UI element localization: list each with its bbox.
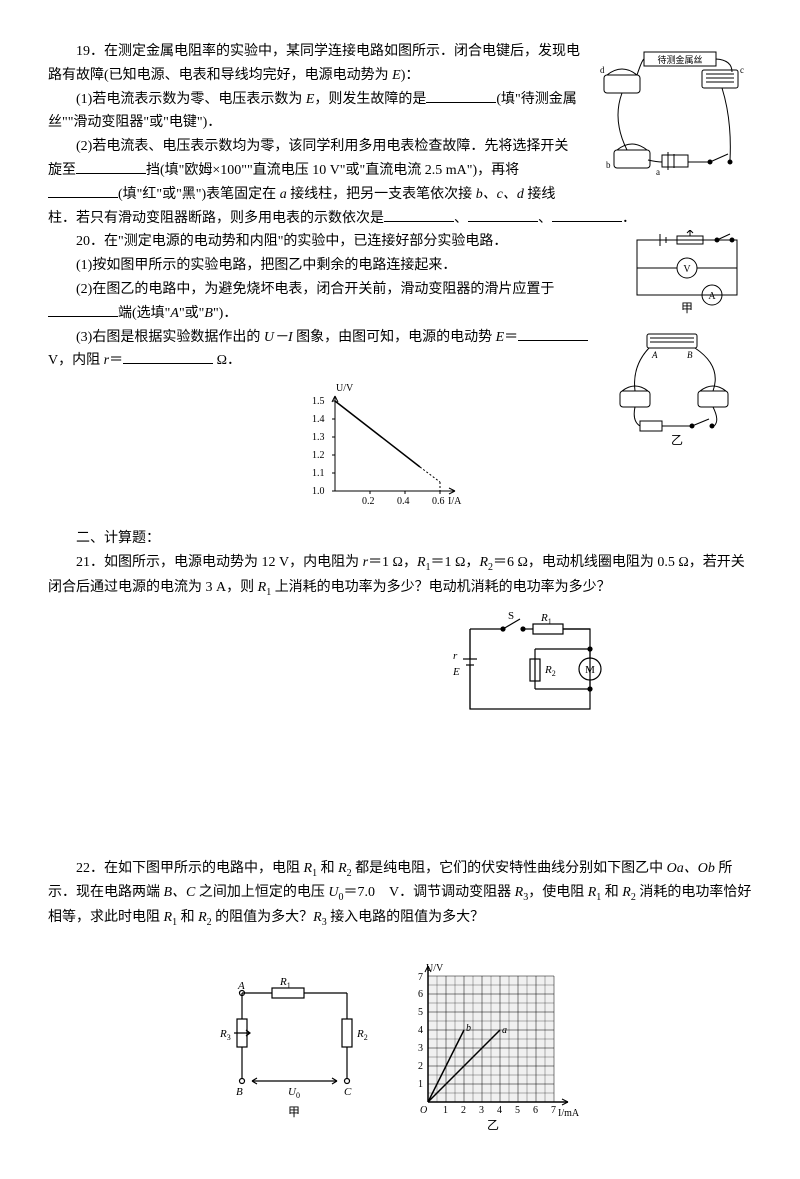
q19-figure: 待测金属丝 d c b a: [582, 40, 752, 190]
q20-figure-yi: A B 乙: [602, 326, 752, 446]
svg-text:1: 1: [443, 1105, 448, 1116]
svg-text:甲: 甲: [288, 1105, 300, 1119]
svg-text:2: 2: [461, 1105, 466, 1116]
svg-text:5: 5: [515, 1105, 520, 1116]
svg-text:B: B: [687, 350, 693, 360]
q21-workspace: [48, 737, 752, 857]
q22-figures: A R1 R3 R2 B C U0 甲 U/: [48, 961, 752, 1131]
svg-text:C: C: [344, 1086, 352, 1098]
svg-text:r: r: [453, 650, 458, 662]
svg-text:V: V: [683, 264, 691, 275]
svg-text:1.5: 1.5: [312, 396, 325, 407]
svg-text:E: E: [452, 666, 460, 678]
svg-text:1.0: 1.0: [312, 486, 325, 497]
q21-figure: S R1 r E R2 M: [308, 609, 752, 729]
svg-text:I/A: I/A: [448, 496, 462, 507]
svg-text:d: d: [600, 65, 605, 75]
svg-text:4: 4: [497, 1105, 502, 1116]
svg-text:乙: 乙: [671, 433, 683, 446]
page-content: 待测金属丝 d c b a 19．在测定金属电阻率的实验中，某同学连接电路如图所…: [48, 40, 752, 1131]
svg-text:S: S: [508, 610, 514, 622]
svg-text:1.1: 1.1: [312, 468, 325, 479]
q22-circuit-svg: A R1 R3 R2 B C U0 甲: [212, 971, 382, 1121]
svg-text:O: O: [420, 1105, 427, 1116]
svg-text:7: 7: [418, 972, 423, 983]
q21-circuit-svg: S R1 r E R2 M: [445, 609, 615, 729]
q20-graph-svg: U/V 1.0 1.1 1.2 1.3 1.4 1.5 0.2 0.4 0.6 …: [300, 381, 470, 511]
svg-text:R1: R1: [279, 976, 291, 990]
svg-text:5: 5: [418, 1007, 423, 1018]
svg-text:甲: 甲: [681, 301, 693, 315]
svg-text:4: 4: [418, 1025, 423, 1036]
svg-text:B: B: [236, 1086, 243, 1098]
q22-stem: 22．在如下图甲所示的电路中，电阻 R1 和 R2 都是纯电阻，它们的伏安特性曲…: [48, 857, 752, 931]
svg-text:0.6: 0.6: [432, 496, 445, 507]
svg-text:1.3: 1.3: [312, 432, 325, 443]
svg-text:待测金属丝: 待测金属丝: [657, 54, 702, 65]
svg-text:R2: R2: [356, 1028, 368, 1042]
svg-text:I/mA: I/mA: [558, 1108, 580, 1119]
svg-text:3: 3: [418, 1043, 423, 1054]
svg-text:3: 3: [479, 1105, 484, 1116]
svg-text:7: 7: [551, 1105, 556, 1116]
q20-yi-svg: A B 乙: [602, 326, 752, 446]
svg-text:U0: U0: [288, 1086, 300, 1100]
svg-text:a: a: [502, 1025, 507, 1036]
q22-graph-svg: U/V: [398, 961, 588, 1131]
svg-text:1: 1: [418, 1079, 423, 1090]
svg-text:0.4: 0.4: [397, 496, 410, 507]
svg-text:2: 2: [418, 1061, 423, 1072]
q21-stem: 21．如图所示，电源电动势为 12 V，内电阻为 r＝1 Ω，R1＝1 Ω，R2…: [48, 551, 752, 601]
svg-text:b: b: [466, 1023, 471, 1034]
svg-text:M: M: [585, 664, 595, 676]
svg-text:c: c: [740, 65, 744, 75]
svg-text:a: a: [656, 167, 660, 177]
svg-text:A: A: [651, 350, 658, 360]
section-2-title: 二、计算题：: [48, 527, 752, 551]
svg-text:乙: 乙: [487, 1118, 499, 1131]
svg-text:A: A: [708, 291, 716, 302]
q20-figure-jia: V A 甲: [622, 230, 752, 315]
svg-text:R3: R3: [219, 1028, 231, 1042]
svg-text:R2: R2: [544, 664, 556, 678]
svg-text:U/V: U/V: [336, 383, 354, 394]
svg-text:R1: R1: [540, 612, 552, 626]
q19-circuit-svg: 待测金属丝 d c b a: [582, 40, 752, 190]
svg-text:b: b: [606, 160, 611, 170]
q20-jia-svg: V A 甲: [622, 230, 752, 315]
svg-text:0.2: 0.2: [362, 496, 375, 507]
svg-text:6: 6: [533, 1105, 538, 1116]
svg-text:1.2: 1.2: [312, 450, 325, 461]
svg-text:6: 6: [418, 989, 423, 1000]
svg-text:1.4: 1.4: [312, 414, 325, 425]
